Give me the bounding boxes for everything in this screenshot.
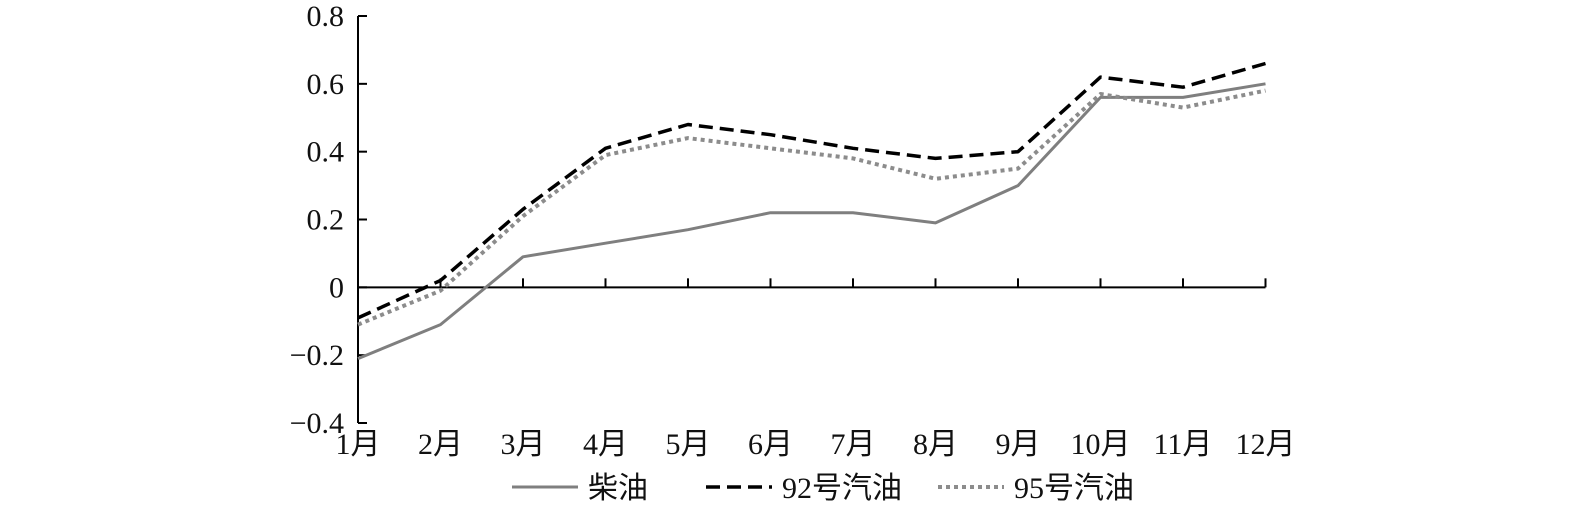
x-tick-label: 3月 bbox=[501, 428, 546, 461]
series-line-1 bbox=[357, 82, 1266, 360]
legend-label-1: 柴油 bbox=[588, 472, 648, 505]
x-tick-label: 8月 bbox=[913, 428, 958, 461]
y-tick-label: 0 bbox=[329, 271, 344, 304]
y-tick-label: −0.4 bbox=[290, 407, 344, 440]
y-axis: 0.8 0.6 0.4 0.2 0 −0.2 −0.4 bbox=[290, 0, 367, 440]
x-tick-label: 11月 bbox=[1154, 428, 1213, 461]
legend: 柴油 92号汽油 95号汽油 bbox=[512, 472, 1134, 505]
x-axis: 1月 2月 3月 4月 5月 6月 7月 8月 9月 10月 11月 12月 bbox=[336, 278, 1296, 461]
x-tick-label: 2月 bbox=[418, 428, 463, 461]
series-line-3 bbox=[357, 88, 1266, 327]
x-tick-label: 10月 bbox=[1071, 428, 1131, 461]
x-tick-label: 9月 bbox=[996, 428, 1041, 461]
x-tick-label: 6月 bbox=[748, 428, 793, 461]
y-tick-label: −0.2 bbox=[290, 339, 344, 372]
y-tick-label: 0.4 bbox=[307, 136, 345, 169]
x-tick-label: 7月 bbox=[831, 428, 876, 461]
y-tick-label: 0.2 bbox=[307, 204, 345, 237]
legend-label-3: 95号汽油 bbox=[1014, 472, 1134, 505]
x-tick-label: 12月 bbox=[1236, 428, 1296, 461]
x-tick-label: 5月 bbox=[666, 428, 711, 461]
y-tick-label: 0.6 bbox=[307, 68, 345, 101]
x-tick-label: 4月 bbox=[583, 428, 628, 461]
legend-label-2: 92号汽油 bbox=[782, 472, 902, 505]
y-tick-label: 0.8 bbox=[307, 0, 345, 33]
x-tick-label: 1月 bbox=[336, 428, 381, 461]
series-line-2 bbox=[357, 61, 1266, 320]
series-lines bbox=[357, 61, 1266, 360]
